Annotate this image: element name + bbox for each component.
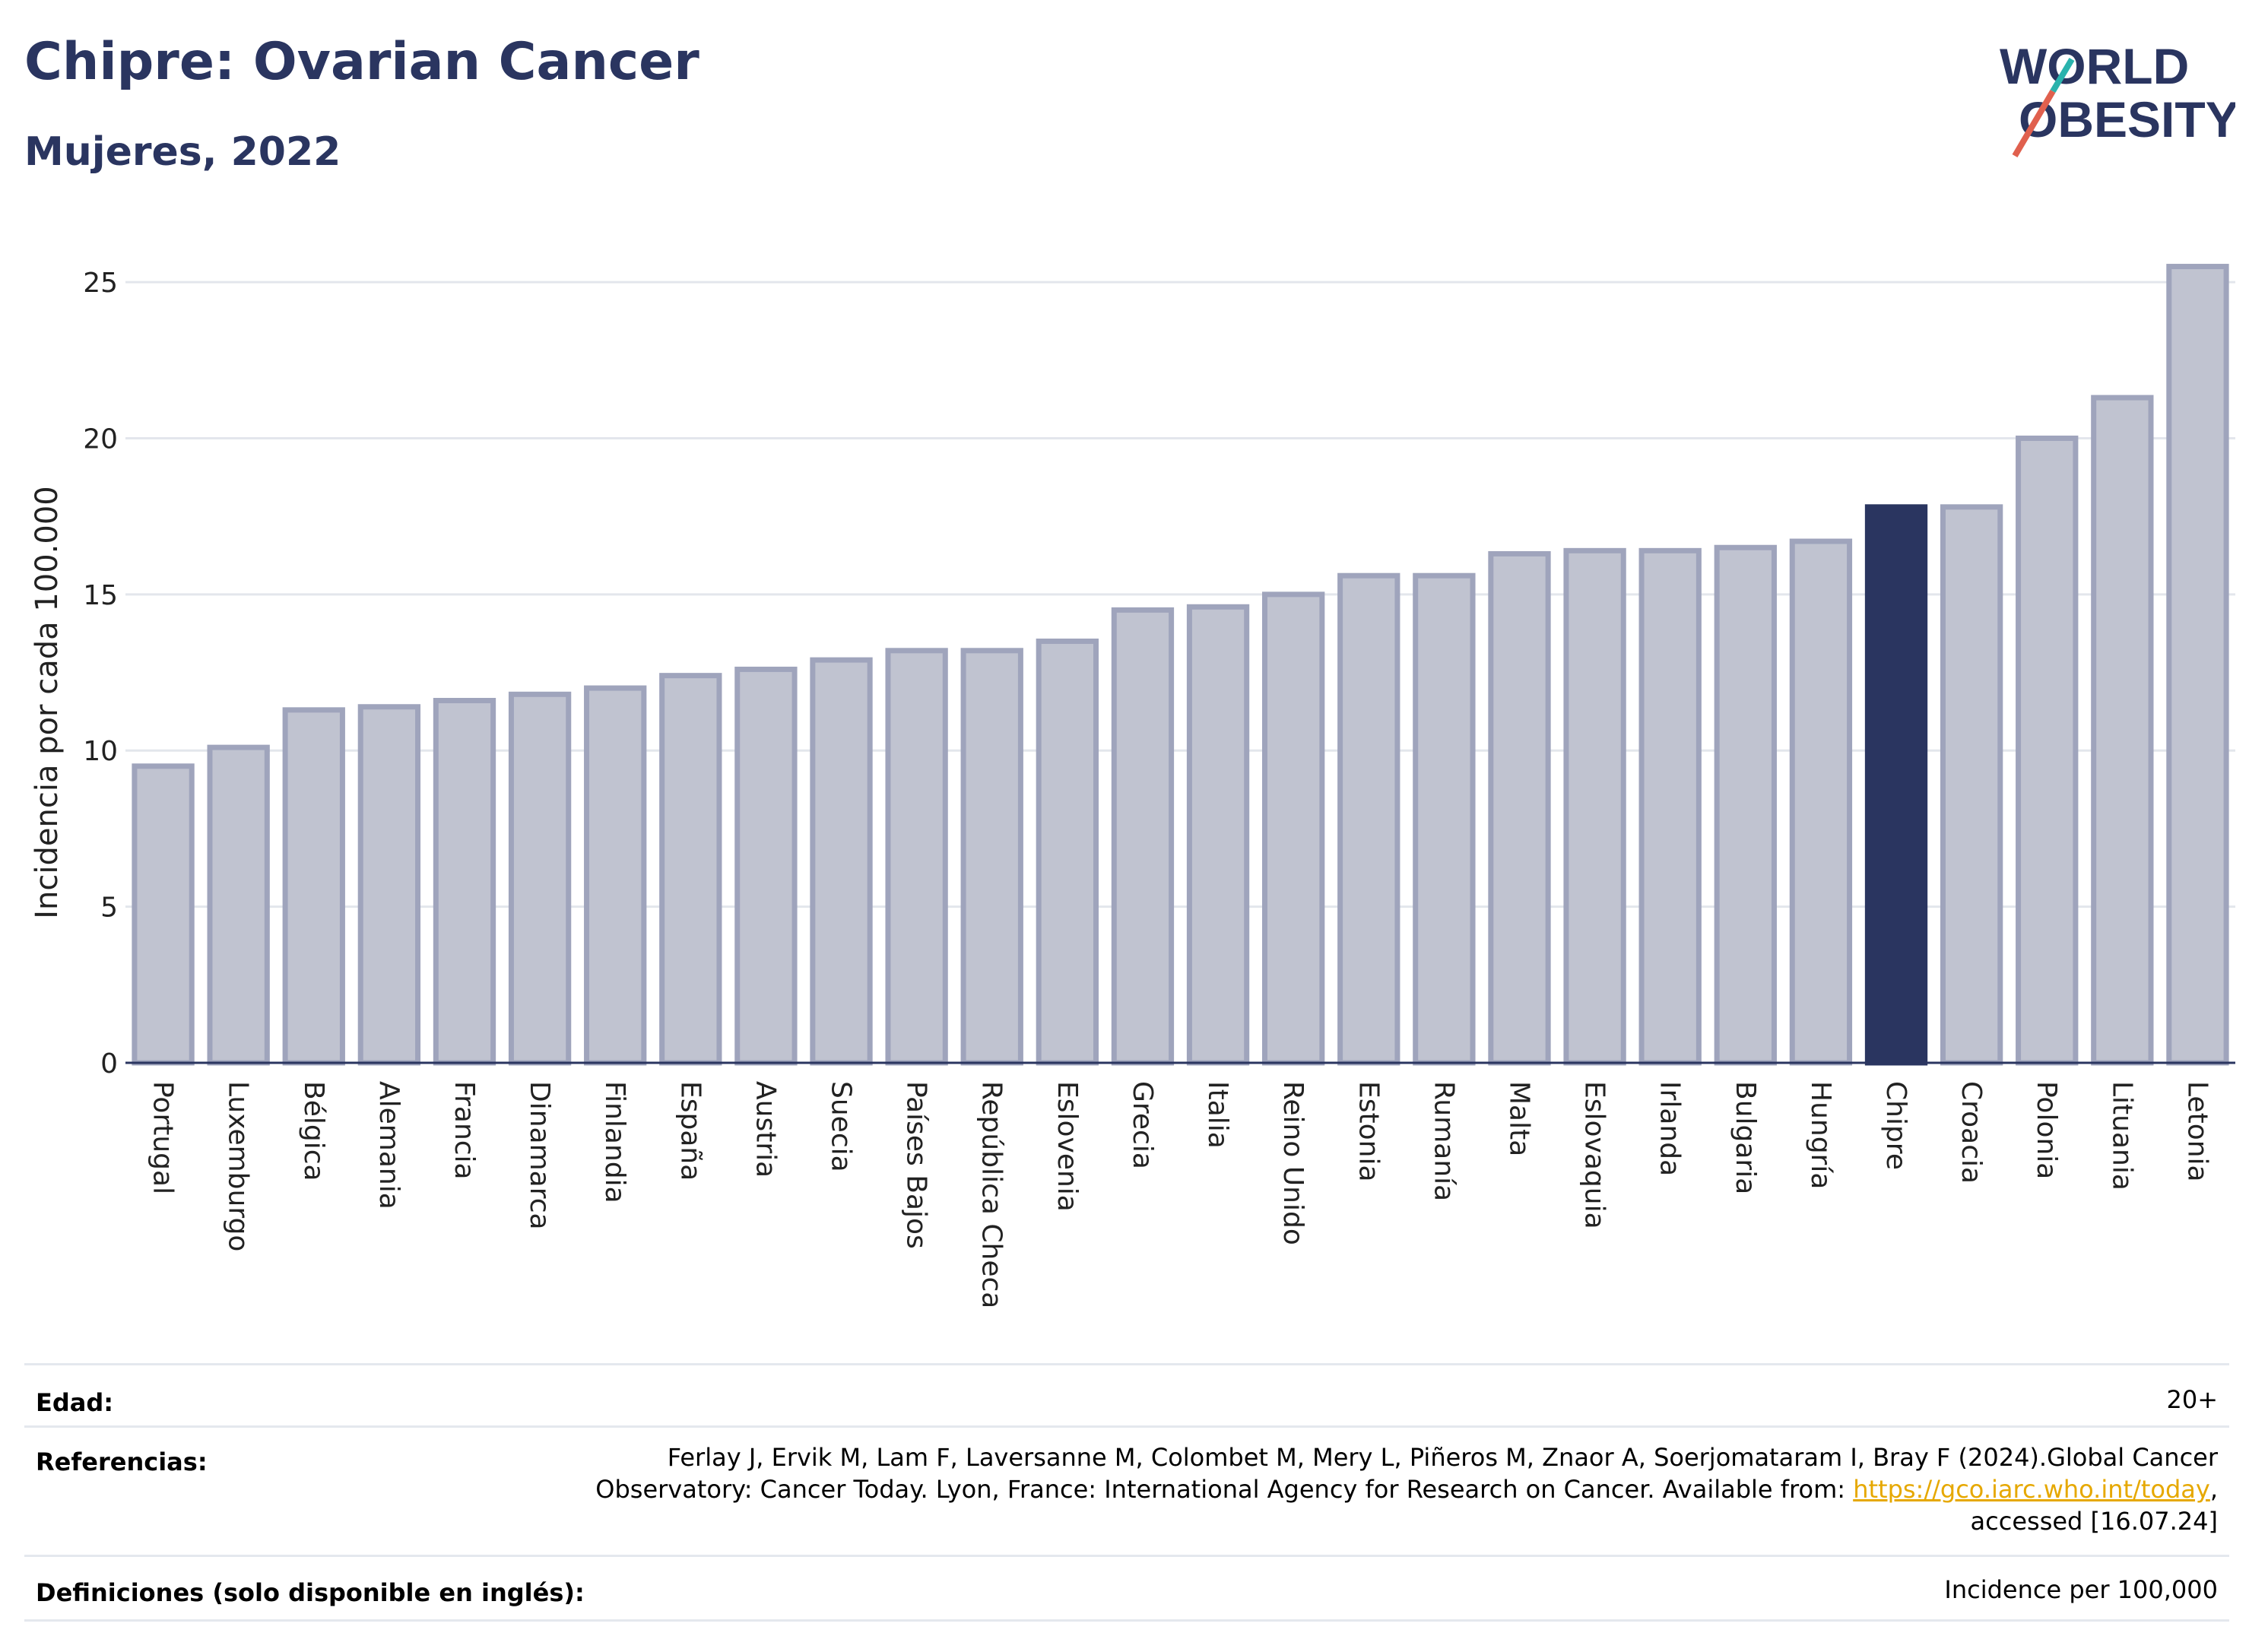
references-text: Ferlay J, Ervik M, Lam F, Laversanne M, …	[595, 1441, 2218, 1537]
bar-bélgica	[282, 707, 345, 1066]
x-tick-label: Austria	[750, 1081, 781, 1178]
references-line2: Observatory: Cancer Today. Lyon, France:…	[595, 1473, 2218, 1505]
age-label: Edad:	[36, 1388, 114, 1417]
x-tick-label: Polonia	[2031, 1081, 2062, 1179]
y-tick-labels: 0 5 10 15 20 25	[83, 268, 118, 1080]
y-tick-label: 20	[83, 423, 118, 455]
bar-chart: 0 5 10 15 20 25 Portugal Luxemburgo Bélgica Alem…	[30, 264, 2235, 1308]
x-tick-label: Eslovaquia	[1579, 1081, 1610, 1229]
references-line3: accessed [16.07.24]	[1970, 1507, 2218, 1536]
age-value: 20+	[2166, 1385, 2218, 1414]
x-tick-label: Lituania	[2106, 1081, 2137, 1191]
logo-line2: OBESITY	[2019, 91, 2235, 147]
bar-malta	[1488, 550, 1551, 1066]
x-tick-label: Bulgaria	[1730, 1081, 1761, 1194]
x-tick-label: Suecia	[826, 1081, 857, 1172]
references-link[interactable]: https://gco.iarc.who.int/today	[1853, 1475, 2210, 1504]
definitions-value: Incidence per 100,000	[1944, 1575, 2218, 1604]
x-tick-labels: Portugal Luxemburgo Bélgica Alemania Francia…	[148, 1081, 2213, 1308]
bar-austria	[734, 666, 798, 1066]
bar-hungría	[1789, 538, 1853, 1066]
bar-polonia	[2016, 435, 2079, 1066]
references-label: Referencias:	[36, 1447, 208, 1476]
x-tick-label: Eslovenia	[1052, 1081, 1083, 1212]
x-tick-label: República Checa	[976, 1081, 1007, 1308]
x-tick-label: Países Bajos	[901, 1081, 932, 1249]
references-line2-end: ,	[2209, 1475, 2218, 1504]
x-tick-label: Luxemburgo	[223, 1081, 254, 1251]
world-obesity-logo: WORLD OBESITY	[2000, 38, 2235, 158]
y-tick-label: 5	[100, 893, 118, 924]
bar-reino-unido	[1262, 591, 1325, 1066]
bar-grecia	[1111, 607, 1175, 1066]
x-tick-label: Dinamarca	[524, 1081, 555, 1230]
x-tick-label: Italia	[1202, 1081, 1233, 1149]
bar-finlandia	[584, 685, 647, 1066]
definitions-label: Definiciones (solo disponible en inglés)…	[36, 1578, 585, 1607]
x-tick-label: Irlanda	[1654, 1081, 1686, 1176]
logo-slash-red	[2012, 89, 2056, 158]
bar-chipre	[1864, 504, 1928, 1066]
bar-dinamarca	[508, 691, 572, 1066]
page-subtitle: Mujeres, 2022	[24, 129, 341, 175]
references-line1: Ferlay J, Ervik M, Lam F, Laversanne M, …	[667, 1443, 2218, 1472]
x-tick-label: Croacia	[1956, 1081, 1987, 1184]
bar-república-checa	[960, 648, 1023, 1066]
bar-portugal	[132, 763, 195, 1066]
y-tick-label: 25	[83, 268, 118, 299]
x-tick-label: Malta	[1503, 1081, 1534, 1156]
x-tick-label: Grecia	[1127, 1081, 1158, 1169]
references-line2-text: Observatory: Cancer Today. Lyon, France:…	[595, 1475, 1854, 1504]
bar-suecia	[810, 657, 873, 1066]
y-tick-label: 0	[100, 1048, 118, 1080]
bar-italia	[1186, 604, 1250, 1066]
bar-países-bajos	[885, 648, 948, 1066]
x-tick-label: Bélgica	[298, 1081, 329, 1181]
bar-alemania	[357, 704, 421, 1066]
bar-lituania	[2091, 395, 2154, 1066]
x-tick-label: Rumanía	[1428, 1081, 1459, 1201]
bar-croacia	[1940, 504, 2003, 1066]
logo-slash-teal	[2050, 57, 2075, 94]
bar-luxemburgo	[207, 744, 270, 1066]
bar-rumanía	[1413, 572, 1476, 1066]
x-tick-label: Letonia	[2181, 1081, 2213, 1182]
bar-eslovaquia	[1563, 547, 1626, 1066]
bar-españa	[659, 673, 722, 1066]
bars	[132, 264, 2229, 1066]
bar-estonia	[1337, 572, 1400, 1066]
footer-row-references: Referencias: Ferlay J, Ervik M, Lam F, L…	[24, 1425, 2229, 1557]
bar-letonia	[2166, 264, 2229, 1066]
footer-row-definitions: Definiciones (solo disponible en inglés)…	[24, 1555, 2229, 1622]
page-title: Chipre: Ovarian Cancer	[24, 32, 699, 92]
footer-row-age: Edad: 20+	[24, 1363, 2229, 1428]
bar-bulgaria	[1714, 544, 1777, 1066]
bar-irlanda	[1638, 547, 1702, 1066]
x-tick-label: Finlandia	[599, 1081, 630, 1203]
x-tick-label: Hungría	[1805, 1081, 1836, 1189]
x-tick-label: Reino Unido	[1277, 1081, 1308, 1245]
y-tick-label: 10	[83, 736, 118, 767]
x-tick-label: España	[674, 1081, 706, 1181]
bar-eslovenia	[1036, 638, 1099, 1066]
bar-francia	[433, 698, 496, 1066]
x-tick-label: Estonia	[1353, 1081, 1384, 1182]
x-tick-label: Chipre	[1880, 1081, 1911, 1170]
y-axis-label: Incidencia por cada 100.000	[30, 486, 65, 919]
x-tick-label: Alemania	[373, 1081, 404, 1210]
y-tick-label: 15	[83, 580, 118, 611]
x-tick-label: Portugal	[148, 1081, 179, 1194]
x-tick-label: Francia	[449, 1081, 480, 1180]
logo-line1: WORLD	[2000, 38, 2189, 94]
